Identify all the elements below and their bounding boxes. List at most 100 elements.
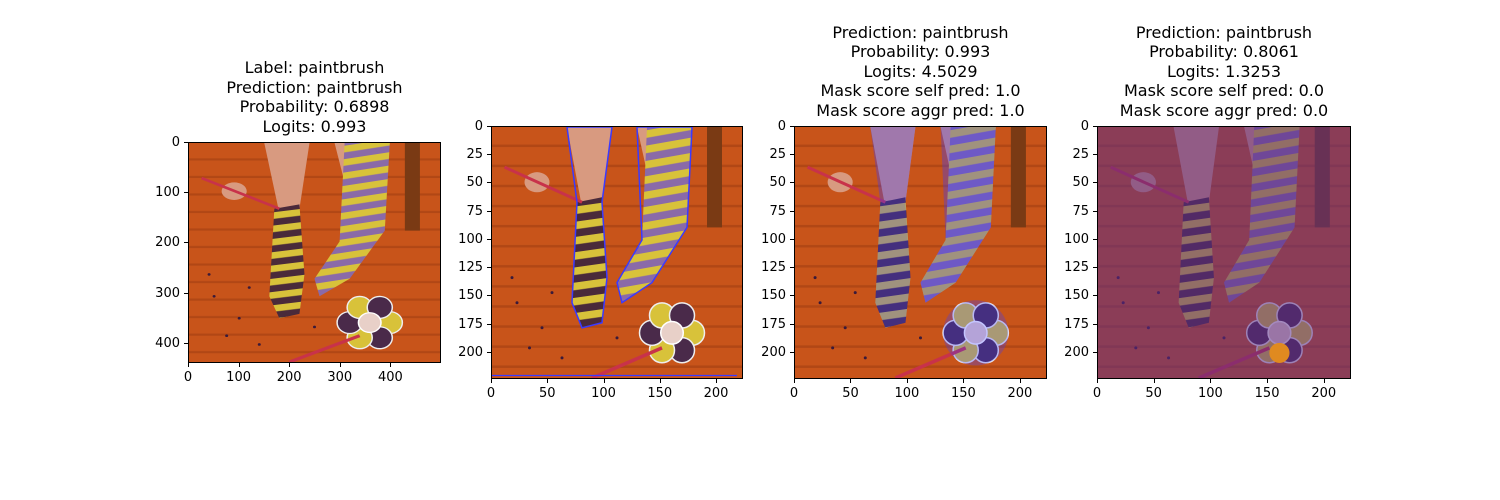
y-tick-label: 50	[1072, 175, 1089, 191]
y-tick-mark	[1093, 154, 1097, 155]
y-tick-mark	[184, 192, 188, 193]
y-tick-label: 150	[1064, 288, 1089, 304]
title-line: Prediction: paintbrush	[1135, 22, 1313, 42]
x-tick-mark	[1267, 379, 1268, 383]
x-tick-label: 200	[703, 386, 729, 401]
x-tick-label: 150	[647, 386, 673, 401]
y-tick-mark	[1093, 295, 1097, 296]
x-tick-mark	[1097, 379, 1098, 383]
title-line: Prediction: paintbrush	[226, 77, 403, 97]
y-tick-mark	[184, 142, 188, 143]
x-tick-mark	[239, 363, 240, 367]
panel-title: Prediction: paintbrush Probability: 0.806…	[1074, 23, 1374, 121]
y-tick-label: 150	[458, 288, 483, 304]
y-tick-label: 50	[769, 175, 786, 191]
x-tick-label: 50	[842, 386, 859, 401]
x-tick-label: 200	[1007, 386, 1033, 401]
y-tick-label: 200	[155, 235, 180, 251]
y-tick-mark	[1093, 126, 1097, 127]
y-tick-label: 300	[155, 285, 180, 301]
y-tick-label: 175	[1064, 316, 1089, 332]
y-tick-mark	[790, 267, 794, 268]
x-tick-mark	[188, 363, 189, 367]
y-tick-label: 100	[1064, 231, 1089, 247]
y-tick-label: 0	[171, 135, 180, 150]
title-line: Logits: 1.3253	[1166, 61, 1282, 81]
image-frame	[1097, 126, 1351, 379]
y-tick-mark	[487, 267, 491, 268]
y-tick-mark	[790, 352, 794, 353]
y-tick-label: 125	[1064, 260, 1089, 276]
x-tick-mark	[1154, 379, 1155, 383]
title-line: Label: paintbrush	[244, 58, 385, 77]
x-tick-label: 100	[894, 386, 920, 401]
y-tick-label: 200	[761, 344, 786, 360]
y-tick-label: 100	[155, 185, 180, 201]
y-tick-mark	[1093, 267, 1097, 268]
x-tick-label: 0	[486, 386, 496, 401]
y-tick-mark	[487, 295, 491, 296]
y-tick-label: 0	[1080, 119, 1089, 134]
title-line: Logits: 4.5029	[863, 61, 978, 81]
y-tick-mark	[790, 295, 794, 296]
y-tick-label: 125	[761, 260, 786, 276]
x-tick-label: 100	[591, 386, 616, 401]
y-tick-mark	[487, 154, 491, 155]
y-tick-label: 25	[1072, 147, 1089, 163]
x-tick-label: 50	[1145, 386, 1162, 401]
y-tick-mark	[487, 126, 491, 127]
y-tick-mark	[487, 211, 491, 212]
y-tick-mark	[790, 182, 794, 183]
y-tick-mark	[487, 239, 491, 240]
y-tick-label: 100	[761, 231, 786, 247]
y-tick-mark	[487, 182, 491, 183]
x-tick-label: 0	[1092, 386, 1102, 401]
title-line: Probability: 0.8061	[1149, 42, 1299, 61]
y-tick-label: 150	[761, 288, 786, 304]
y-tick-mark	[1093, 182, 1097, 183]
y-tick-mark	[184, 242, 188, 243]
title-line: Mask score aggr pred: 0.0	[1119, 100, 1329, 120]
y-tick-label: 125	[458, 260, 483, 276]
x-tick-mark	[547, 379, 548, 383]
y-tick-label: 200	[458, 344, 483, 360]
y-tick-mark	[790, 239, 794, 240]
y-tick-label: 0	[777, 119, 786, 134]
x-tick-mark	[963, 379, 964, 383]
y-tick-label: 0	[474, 119, 483, 134]
x-tick-mark	[850, 379, 851, 383]
image-frame	[491, 126, 743, 379]
y-tick-label: 25	[466, 147, 483, 163]
y-tick-mark	[1093, 239, 1097, 240]
x-tick-mark	[1324, 379, 1325, 383]
x-tick-mark	[340, 363, 341, 367]
x-tick-label: 0	[789, 386, 799, 401]
x-tick-label: 400	[377, 370, 403, 385]
y-tick-label: 175	[761, 316, 786, 332]
y-tick-mark	[790, 126, 794, 127]
y-tick-label: 75	[769, 203, 786, 219]
x-tick-mark	[716, 379, 717, 383]
y-tick-label: 75	[1072, 203, 1089, 219]
y-tick-mark	[790, 154, 794, 155]
x-tick-label: 150	[1254, 386, 1280, 401]
x-tick-label: 0	[183, 370, 193, 385]
y-tick-mark	[790, 211, 794, 212]
x-tick-mark	[1210, 379, 1211, 383]
x-tick-label: 100	[226, 370, 251, 385]
x-tick-mark	[491, 379, 492, 383]
title-line: Mask score self pred: 1.0	[820, 81, 1021, 100]
x-tick-mark	[1020, 379, 1021, 383]
y-tick-label: 175	[458, 316, 483, 332]
y-tick-label: 400	[155, 335, 180, 351]
y-tick-mark	[790, 324, 794, 325]
title-line: Mask score aggr pred: 1.0	[816, 100, 1025, 120]
x-tick-mark	[604, 379, 605, 383]
y-tick-mark	[184, 343, 188, 344]
image-frame	[188, 142, 441, 363]
title-line: Mask score self pred: 0.0	[1123, 81, 1325, 100]
title-line: Prediction: paintbrush	[832, 22, 1009, 42]
y-tick-label: 25	[769, 147, 786, 163]
title-line: Logits: 0.993	[262, 116, 367, 136]
x-tick-mark	[660, 379, 661, 383]
